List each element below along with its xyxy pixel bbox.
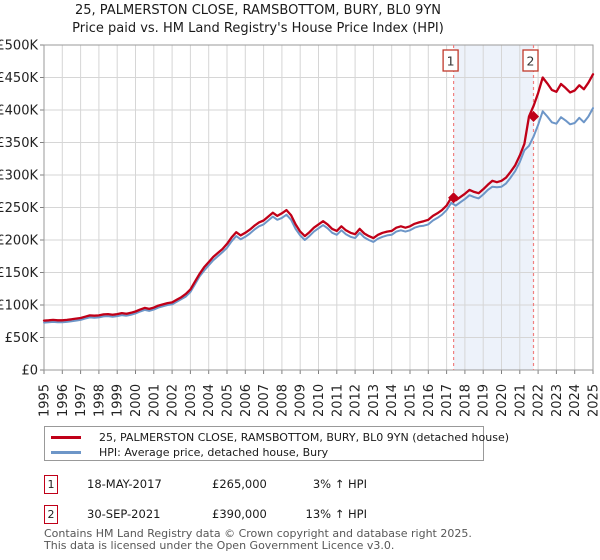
svg-text:£100K: £100K — [0, 299, 38, 314]
page-subtitle: Price paid vs. HM Land Registry's House … — [72, 21, 444, 36]
svg-text:2004: 2004 — [202, 384, 217, 417]
svg-text:1998: 1998 — [92, 384, 107, 417]
footer-line-1: Contains HM Land Registry data © Crown c… — [44, 527, 472, 540]
svg-text:2011: 2011 — [330, 384, 345, 417]
svg-text:2008: 2008 — [275, 384, 290, 417]
legend-line-blue-swatch — [51, 450, 81, 454]
legend-row-property: 25, PALMERSTON CLOSE, RAMSBOTTOM, BURY, … — [51, 430, 509, 444]
sale-1-flag: 1 — [442, 49, 459, 72]
svg-text:2006: 2006 — [239, 384, 254, 417]
svg-text:2018: 2018 — [458, 384, 473, 417]
price-chart: 1995 1996 1997 1998 1999 2000 2001 2002 2003 2004… — [0, 39, 600, 418]
svg-text:2014: 2014 — [385, 384, 400, 417]
legend-line-red-swatch — [51, 435, 81, 439]
svg-text:2010: 2010 — [312, 384, 327, 417]
svg-text:2009: 2009 — [294, 384, 309, 417]
svg-text:2005: 2005 — [221, 384, 236, 417]
sale-1-number-badge: 1 — [44, 474, 58, 494]
legend-label-hpi: HPI: Average price, detached house, Bury — [99, 445, 329, 459]
svg-text:2: 2 — [527, 54, 535, 69]
page-title: 25, PALMERSTON CLOSE, RAMSBOTTOM, BURY, … — [74, 3, 442, 18]
svg-text:2013: 2013 — [367, 384, 382, 417]
svg-text:2022: 2022 — [532, 384, 547, 417]
plot-border — [43, 44, 594, 371]
license-footer: Contains HM Land Registry data © Crown c… — [44, 528, 472, 552]
svg-text:£450K: £450K — [0, 71, 38, 86]
svg-text:£150K: £150K — [0, 266, 38, 281]
x-grid-and-labels: 1995 1996 1997 1998 1999 2000 2001 2002 2003 2004… — [38, 45, 600, 417]
sale-1-price: £265,000 — [212, 477, 267, 491]
hpi-line — [43, 107, 594, 324]
svg-text:£50K: £50K — [5, 331, 39, 346]
sale-row-1: 1 18-MAY-2017 £265,000 3% ↑ HPI — [44, 474, 367, 494]
legend-row-hpi: HPI: Average price, detached house, Bury — [51, 445, 483, 459]
svg-text:2001: 2001 — [147, 384, 162, 417]
svg-text:£0: £0 — [21, 364, 38, 379]
sale-2-date: 30-SEP-2021 — [87, 507, 161, 521]
svg-text:1: 1 — [447, 54, 455, 69]
svg-text:1999: 1999 — [111, 384, 126, 417]
property-price-line — [42, 73, 595, 322]
svg-text:2016: 2016 — [422, 384, 437, 417]
svg-text:1995: 1995 — [38, 384, 53, 417]
svg-text:1997: 1997 — [74, 384, 89, 417]
svg-text:£350K: £350K — [0, 136, 38, 151]
footer-line-2: This data is licensed under the Open Gov… — [44, 539, 395, 552]
y-grid-and-labels: £0 £50K £100K £150K £200K £250K £300K £350K £400… — [0, 39, 593, 379]
svg-text:2002: 2002 — [166, 384, 181, 417]
svg-text:£200K: £200K — [0, 234, 38, 249]
sale-1-hpi-delta: 3% ↑ HPI — [312, 477, 367, 491]
legend: 25, PALMERSTON CLOSE, RAMSBOTTOM, BURY, … — [44, 426, 509, 461]
svg-text:£500K: £500K — [0, 39, 38, 54]
sale-2-price: £390,000 — [212, 507, 267, 521]
sale-2-marker — [528, 111, 540, 122]
sale-row-2: 2 30-SEP-2021 £390,000 13% ↑ HPI — [44, 504, 367, 524]
svg-text:£250K: £250K — [0, 201, 38, 216]
legend-label-property: 25, PALMERSTON CLOSE, RAMSBOTTOM, BURY, … — [99, 430, 510, 444]
svg-text:2017: 2017 — [440, 384, 455, 417]
sale-2-flag: 2 — [522, 49, 539, 72]
sale-2-number-badge: 2 — [44, 504, 58, 524]
svg-text:2024: 2024 — [568, 384, 583, 417]
svg-text:2015: 2015 — [404, 384, 419, 417]
sale-2-hpi-delta: 13% ↑ HPI — [305, 507, 367, 521]
svg-text:2007: 2007 — [257, 384, 272, 417]
svg-text:2020: 2020 — [495, 384, 510, 417]
sale-1-date: 18-MAY-2017 — [87, 477, 162, 491]
svg-text:£300K: £300K — [0, 169, 38, 184]
svg-text:2025: 2025 — [587, 384, 600, 417]
svg-text:2000: 2000 — [129, 384, 144, 417]
sale-1-marker — [448, 192, 460, 204]
svg-text:1996: 1996 — [56, 384, 71, 417]
svg-text:£400K: £400K — [0, 104, 38, 119]
svg-text:2021: 2021 — [513, 384, 528, 417]
svg-text:2012: 2012 — [349, 384, 364, 417]
svg-text:2019: 2019 — [477, 384, 492, 417]
svg-text:2023: 2023 — [550, 384, 565, 417]
svg-text:2003: 2003 — [184, 384, 199, 417]
